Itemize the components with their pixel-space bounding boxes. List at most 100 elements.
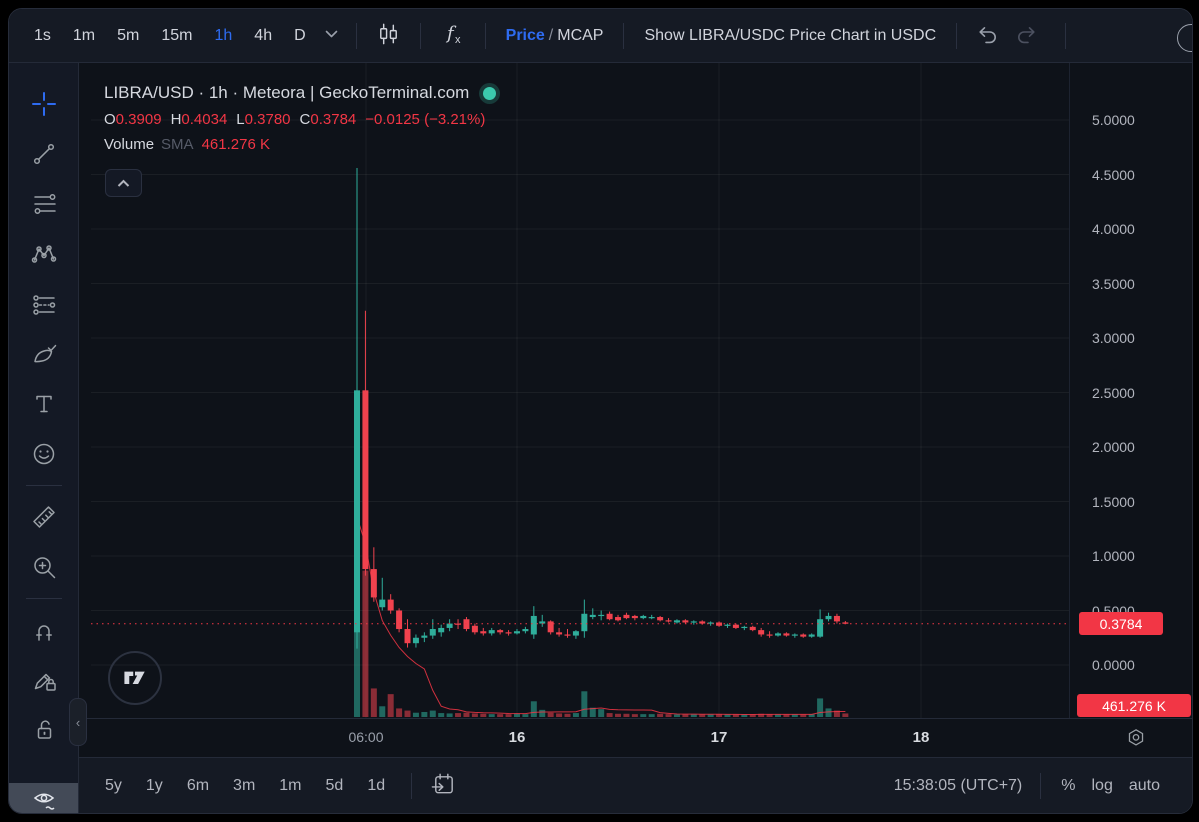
emoji-tool[interactable] <box>22 429 66 479</box>
timeframe-1d[interactable]: D <box>283 20 317 52</box>
magnet-tool[interactable] <box>22 605 66 655</box>
volume-sma-label: SMA <box>161 136 194 153</box>
timeframe-1h[interactable]: 1h <box>204 20 244 52</box>
log-scale-button[interactable]: log <box>1084 771 1121 801</box>
indicators-button[interactable]: f x <box>431 15 475 56</box>
live-data-dot-icon <box>483 86 497 100</box>
usdc-chart-toggle[interactable]: Show LIBRA/USDC Price Chart in USDC <box>634 20 946 52</box>
high-value: 0.4034 <box>181 111 228 128</box>
timeframe-5m[interactable]: 5m <box>106 20 150 52</box>
price-chart-canvas[interactable] <box>79 63 1069 718</box>
range-6m[interactable]: 6m <box>179 771 217 801</box>
clock-timezone-button[interactable]: 15:38:05 (UTC+7) <box>888 776 1029 796</box>
timeframe-4h[interactable]: 4h <box>243 20 283 52</box>
price-toggle-label: Price <box>505 26 545 44</box>
chart-area: 5.0000 4.5000 4.0000 3.5000 3.0000 2.5000 2.00… <box>79 63 1192 813</box>
clipped-circle-icon[interactable] <box>1177 24 1192 52</box>
hide-drawings-tool[interactable] <box>9 783 78 813</box>
redo-icon <box>1015 22 1039 49</box>
redo-button[interactable] <box>1007 17 1047 54</box>
price-tick-label: 4.0000 <box>1092 221 1135 237</box>
time-tick-label: 18 <box>912 729 930 746</box>
range-1d[interactable]: 1d <box>359 771 393 801</box>
zoom-in-tool[interactable] <box>22 542 66 592</box>
calendar-icon <box>430 771 457 801</box>
low-value: 0.3780 <box>244 111 291 128</box>
price-tick-label: 3.0000 <box>1092 330 1135 346</box>
high-label: H <box>170 111 182 128</box>
range-1m[interactable]: 1m <box>271 771 309 801</box>
ruler-tool[interactable] <box>22 492 66 542</box>
range-5y[interactable]: 5y <box>97 771 130 801</box>
price-tick-label: 2.5000 <box>1092 384 1135 401</box>
chart-app: 1s 1m 5m 15m 1h 4h D f x <box>8 8 1193 814</box>
percent-scale-button[interactable]: % <box>1053 771 1083 801</box>
range-5d[interactable]: 5d <box>318 771 352 801</box>
lock-all-tool[interactable] <box>22 705 66 755</box>
drawing-lock-tool[interactable] <box>22 655 66 705</box>
symbol-title: LIBRA/USD · 1h · Meteora | GeckoTerminal… <box>104 83 470 102</box>
toolbar-separator <box>623 22 625 49</box>
auto-scale-button[interactable]: auto <box>1121 771 1168 801</box>
open-label: O <box>104 111 116 128</box>
close-value: 0.3784 <box>310 111 357 128</box>
svg-text:x: x <box>455 34 461 46</box>
fib-retracement-tool[interactable] <box>22 179 66 229</box>
range-1y[interactable]: 1y <box>138 771 171 801</box>
go-to-date-button[interactable] <box>422 766 465 806</box>
price-tick-label: 4.5000 <box>1092 166 1135 183</box>
timeframe-1m[interactable]: 1m <box>62 20 106 52</box>
legend-collapse-button[interactable] <box>105 169 142 197</box>
timeframe-15m[interactable]: 15m <box>150 20 203 52</box>
close-label: C <box>299 111 311 128</box>
price-tick-label: 5.0000 <box>1092 112 1135 128</box>
undo-button[interactable] <box>967 17 1007 54</box>
price-mcap-toggle[interactable]: Price / MCAP <box>496 20 614 52</box>
trend-line-tool[interactable] <box>22 129 66 179</box>
toolbar-separator <box>1040 772 1042 799</box>
timeframe-1s[interactable]: 1s <box>23 20 62 52</box>
prediction-tool[interactable] <box>22 279 66 329</box>
chart-style-button[interactable] <box>367 16 410 56</box>
mcap-toggle-label: MCAP <box>557 26 604 44</box>
price-tick-label: 3.5000 <box>1092 275 1135 292</box>
time-axis[interactable]: 06:00 16 17 18 <box>79 718 1192 758</box>
ohlc-row: O0.3909 H0.4034 L0.3780 C0.3784 −0.0125 (−3.… <box>104 111 496 128</box>
text-tool[interactable] <box>22 379 66 429</box>
price-tick-label: 0.0000 <box>1092 657 1135 673</box>
tradingview-logo[interactable] <box>108 651 162 705</box>
volume-label: Volume <box>104 136 155 153</box>
open-value: 0.3909 <box>115 111 162 128</box>
top-toolbar: 1s 1m 5m 15m 1h 4h D f x <box>9 9 1192 63</box>
main-row: ‹ 5.0000 4.5000 4.0000 3.5000 3.0000 2.5000 2.… <box>9 63 1192 813</box>
toolbar-separator <box>411 772 413 799</box>
slash-label: / <box>548 26 554 44</box>
volume-value: 461.276 K <box>201 136 270 153</box>
toolbar-separator <box>419 22 421 49</box>
sidebar-divider <box>25 485 62 486</box>
gear-icon <box>1124 729 1148 753</box>
axis-settings-button[interactable] <box>1124 726 1148 753</box>
toolbar-separator <box>956 22 958 49</box>
xabcd-pattern-tool[interactable] <box>22 229 66 279</box>
toolbar-separator <box>1065 22 1067 49</box>
toolbar-separator <box>355 22 357 49</box>
tradingview-logo-icon <box>120 661 150 696</box>
crosshair-tool[interactable] <box>22 79 66 129</box>
undo-icon <box>975 22 999 49</box>
last-price-badge: 0.3784 <box>1079 612 1163 635</box>
brush-tool[interactable] <box>22 329 66 379</box>
bottom-toolbar: 5y 1y 6m 3m 1m 5d 1d 15:38:05 (UTC+7) % … <box>79 757 1192 813</box>
price-tick-label: 1.5000 <box>1092 493 1135 510</box>
volume-row: Volume SMA 461.276 K <box>104 136 496 153</box>
range-3m[interactable]: 3m <box>225 771 263 801</box>
timeframe-dropdown-button[interactable] <box>317 23 346 48</box>
sidebar-collapse-handle[interactable]: ‹ <box>69 698 87 746</box>
chart-legend: LIBRA/USD · 1h · Meteora | GeckoTerminal… <box>104 83 497 153</box>
low-label: L <box>236 111 245 128</box>
price-axis[interactable]: 5.0000 4.5000 4.0000 3.5000 3.0000 2.5000 2.00… <box>1069 63 1192 718</box>
hide-drawings-icon <box>30 784 58 813</box>
price-tick-label: 1.0000 <box>1092 548 1135 564</box>
chevron-up-icon <box>117 176 130 191</box>
candlestick-style-icon <box>375 21 402 51</box>
